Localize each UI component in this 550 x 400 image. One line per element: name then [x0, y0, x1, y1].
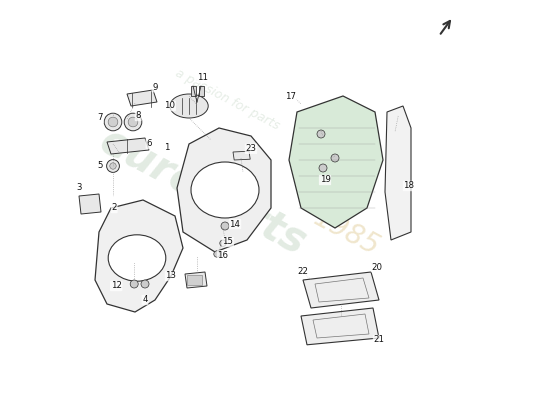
- Circle shape: [110, 163, 116, 169]
- Text: 23: 23: [245, 144, 256, 153]
- FancyBboxPatch shape: [199, 86, 204, 96]
- Ellipse shape: [108, 235, 166, 281]
- Text: 21: 21: [373, 336, 384, 344]
- Polygon shape: [95, 200, 183, 312]
- Circle shape: [221, 222, 229, 230]
- Text: 3: 3: [76, 184, 82, 192]
- Text: 5: 5: [97, 162, 102, 170]
- Text: 11: 11: [197, 74, 208, 82]
- Text: 1985: 1985: [309, 203, 384, 261]
- Polygon shape: [303, 272, 379, 308]
- Polygon shape: [177, 128, 271, 252]
- Polygon shape: [233, 151, 250, 160]
- Polygon shape: [289, 96, 383, 228]
- Text: 1: 1: [164, 144, 170, 152]
- Text: 15: 15: [222, 238, 233, 246]
- Circle shape: [141, 280, 149, 288]
- Circle shape: [104, 113, 122, 131]
- Text: 14: 14: [229, 220, 240, 228]
- Text: 20: 20: [371, 263, 382, 272]
- Polygon shape: [301, 308, 379, 345]
- Text: euroParts: euroParts: [92, 120, 314, 264]
- Text: 18: 18: [404, 182, 415, 190]
- Polygon shape: [127, 90, 157, 106]
- Text: 2: 2: [112, 204, 117, 212]
- Text: 19: 19: [320, 176, 331, 184]
- Circle shape: [130, 280, 138, 288]
- Circle shape: [214, 251, 220, 257]
- Text: 13: 13: [166, 272, 177, 280]
- Polygon shape: [107, 138, 149, 154]
- Text: 10: 10: [164, 102, 175, 110]
- Text: 4: 4: [142, 296, 148, 304]
- Ellipse shape: [170, 94, 208, 118]
- Circle shape: [128, 117, 138, 127]
- Circle shape: [319, 164, 327, 172]
- Text: 9: 9: [152, 83, 158, 92]
- Polygon shape: [79, 194, 101, 214]
- Circle shape: [220, 240, 226, 246]
- Text: 16: 16: [217, 251, 228, 260]
- Text: a passion for parts: a passion for parts: [173, 67, 282, 133]
- FancyBboxPatch shape: [187, 275, 202, 285]
- FancyBboxPatch shape: [191, 86, 196, 96]
- Polygon shape: [385, 106, 411, 240]
- Polygon shape: [185, 272, 207, 288]
- Circle shape: [107, 160, 119, 172]
- Circle shape: [108, 117, 118, 127]
- Text: 8: 8: [135, 112, 141, 120]
- Text: 6: 6: [146, 140, 152, 148]
- Text: 22: 22: [298, 268, 309, 276]
- Circle shape: [317, 130, 325, 138]
- Circle shape: [331, 154, 339, 162]
- Ellipse shape: [191, 162, 259, 218]
- Text: 7: 7: [97, 114, 103, 122]
- Circle shape: [124, 113, 142, 131]
- Text: 17: 17: [285, 92, 296, 101]
- Text: 12: 12: [111, 282, 122, 290]
